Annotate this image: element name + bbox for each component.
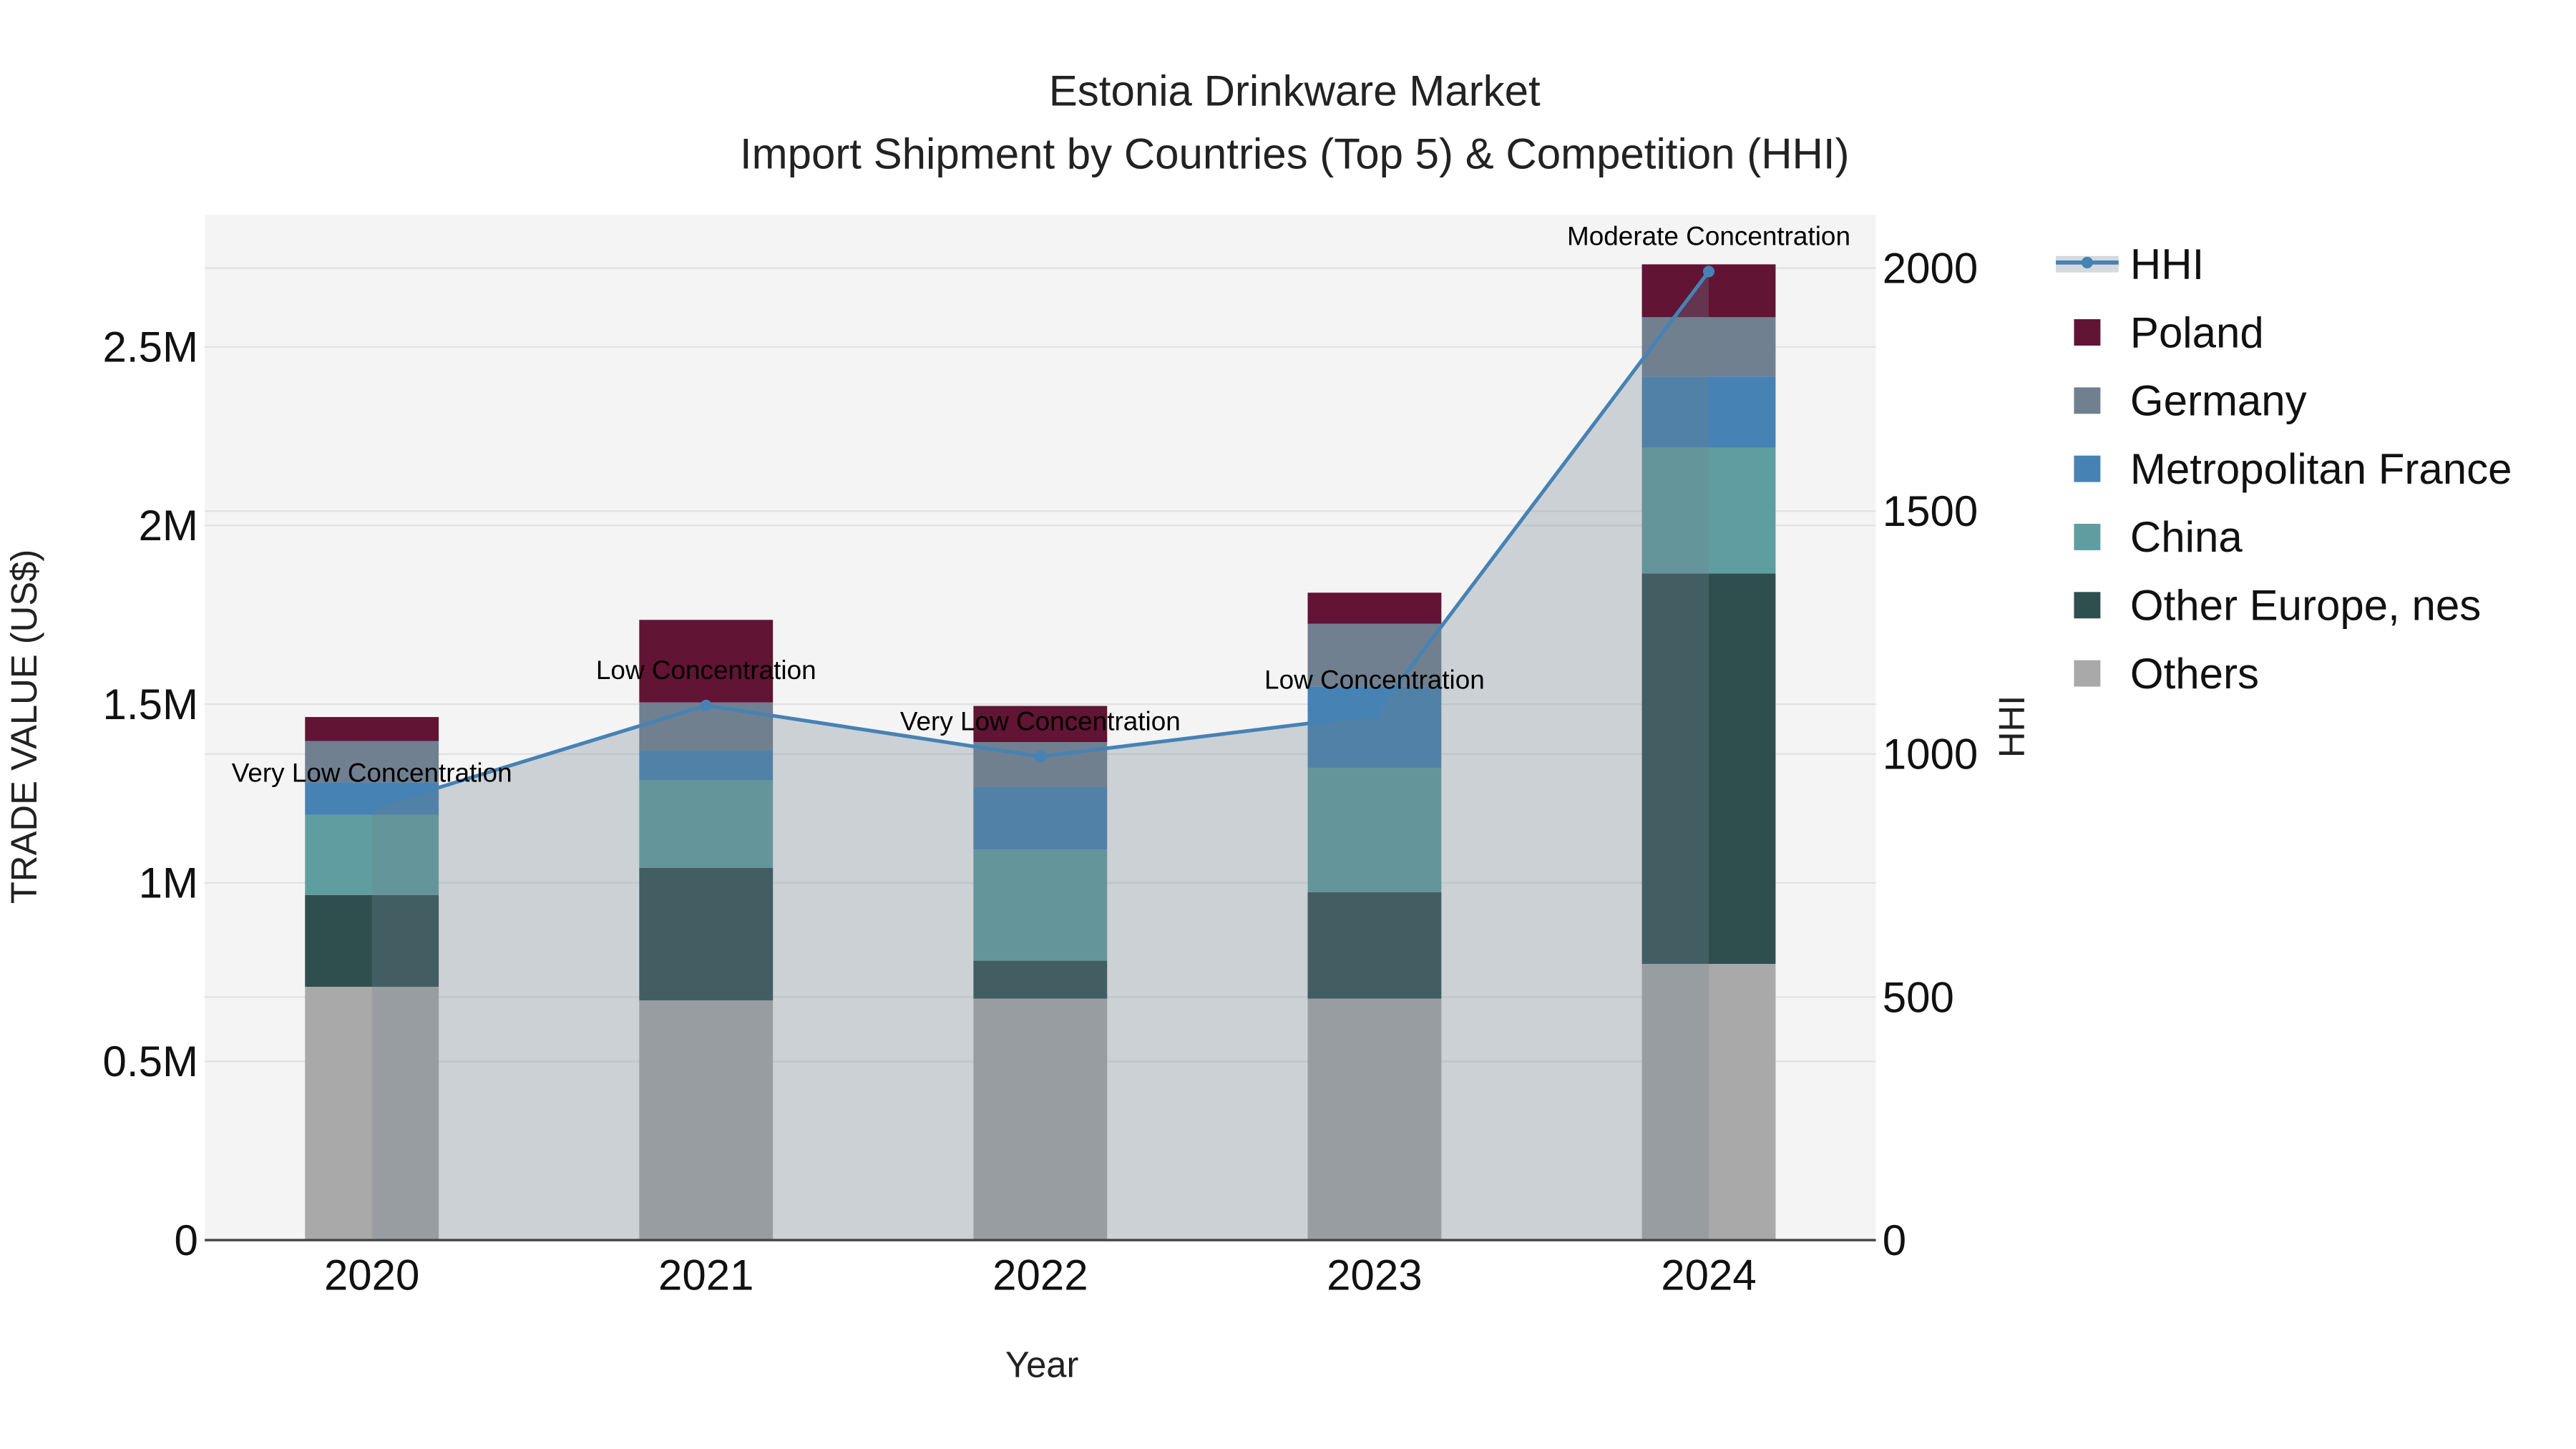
- legend-swatch: [2074, 524, 2101, 550]
- y-axis-ticks: 0 0.5M 1M 1.5M 2M 2.5M: [103, 323, 198, 1264]
- x-axis-title: Year: [1005, 1345, 1079, 1385]
- x-tick-label: 2022: [992, 1251, 1088, 1299]
- y-axis-title: TRADE VALUE (US$): [4, 550, 44, 904]
- bar-segment: [973, 998, 1108, 1241]
- hhi-annotation: Moderate Concentration: [1567, 222, 1850, 251]
- legend-label: Poland: [2130, 308, 2264, 356]
- x-axis-ticks: 2020 2021 2022 2023 2024: [324, 1251, 1757, 1299]
- hhi-point: [366, 802, 378, 814]
- bar-segment: [973, 960, 1108, 999]
- bar-segment: [1641, 317, 1776, 377]
- bar-segment: [1307, 998, 1442, 1241]
- y-tick-label: 1.5M: [103, 680, 198, 728]
- bar-segment: [305, 717, 439, 741]
- y-tick-label: 0.5M: [103, 1038, 198, 1085]
- hhi-annotation: Low Concentration: [1264, 665, 1485, 695]
- hhi-annotation: Very Low Concentration: [900, 706, 1181, 736]
- legend-swatch: [2074, 660, 2101, 687]
- bar-segment: [1641, 447, 1776, 574]
- hhi-point: [1702, 265, 1715, 278]
- y2-axis-ticks: 0 500 1000 1500 2000: [1883, 244, 1978, 1264]
- bar-segment: [639, 867, 774, 1001]
- legend-label: Metropolitan France: [2130, 445, 2512, 493]
- bar-segment: [1307, 892, 1442, 999]
- bar-segment: [973, 706, 1108, 743]
- x-tick-label: 2024: [1661, 1251, 1756, 1299]
- legend-label: Others: [2130, 650, 2259, 698]
- hhi-point: [700, 699, 712, 712]
- legend-swatch: [2074, 592, 2101, 619]
- legend-hhi-marker: [2081, 256, 2093, 268]
- y2-tick-label: 500: [1883, 973, 1954, 1021]
- y2-tick-label: 1000: [1883, 731, 1978, 779]
- x-tick-label: 2021: [658, 1251, 753, 1299]
- bar-segment: [973, 849, 1108, 961]
- legend-swatch: [2074, 455, 2101, 482]
- bar-segment: [639, 620, 774, 703]
- chart-subtitle: Import Shipment by Countries (Top 5) & C…: [740, 130, 1850, 177]
- y2-axis-title: HHI: [1991, 696, 2032, 758]
- legend-label: China: [2130, 513, 2243, 561]
- bar-segment: [639, 1000, 774, 1241]
- bar-segment: [305, 814, 439, 895]
- bar-segment: [1307, 767, 1442, 892]
- x-tick-label: 2023: [1327, 1251, 1422, 1299]
- y-tick-label: 2M: [139, 502, 198, 550]
- bar-segment: [639, 780, 774, 868]
- legend-label: Germany: [2130, 377, 2307, 425]
- y2-tick-label: 0: [1883, 1216, 1906, 1264]
- y2-tick-label: 2000: [1883, 244, 1978, 292]
- hhi-area: [371, 271, 1709, 1241]
- legend-label: Other Europe, nes: [2130, 582, 2481, 630]
- y2-tick-label: 1500: [1883, 487, 1978, 535]
- bar-segment: [1641, 964, 1776, 1241]
- bar-segment: [1307, 686, 1442, 768]
- bar-segment: [1641, 376, 1776, 448]
- y-tick-label: 1M: [139, 859, 198, 907]
- hhi-annotation: Very Low Concentration: [232, 758, 512, 787]
- y-tick-label: 0: [175, 1216, 198, 1264]
- hhi-annotation: Low Concentration: [596, 655, 816, 685]
- legend: HHI Poland Germany Metropolitan France China…: [2056, 240, 2512, 698]
- hhi-series: Very Low Concentration Low Concentration V…: [232, 222, 1850, 1241]
- hhi-point: [1034, 751, 1046, 763]
- y-tick-label: 2.5M: [103, 323, 198, 371]
- legend-swatch: [2074, 319, 2101, 346]
- bar-segment: [305, 894, 439, 987]
- legend-label: HHI: [2130, 240, 2204, 288]
- bar-segment: [305, 987, 439, 1241]
- bar-segment: [973, 786, 1108, 850]
- bar-segment: [639, 750, 774, 781]
- bar-segment: [1307, 592, 1442, 624]
- bar-segment: [1641, 573, 1776, 965]
- chart-title: Estonia Drinkware Market: [1049, 67, 1541, 115]
- legend-swatch: [2074, 387, 2101, 414]
- hhi-point: [1368, 709, 1380, 721]
- x-tick-label: 2020: [324, 1251, 419, 1299]
- bar-segment: [305, 741, 439, 783]
